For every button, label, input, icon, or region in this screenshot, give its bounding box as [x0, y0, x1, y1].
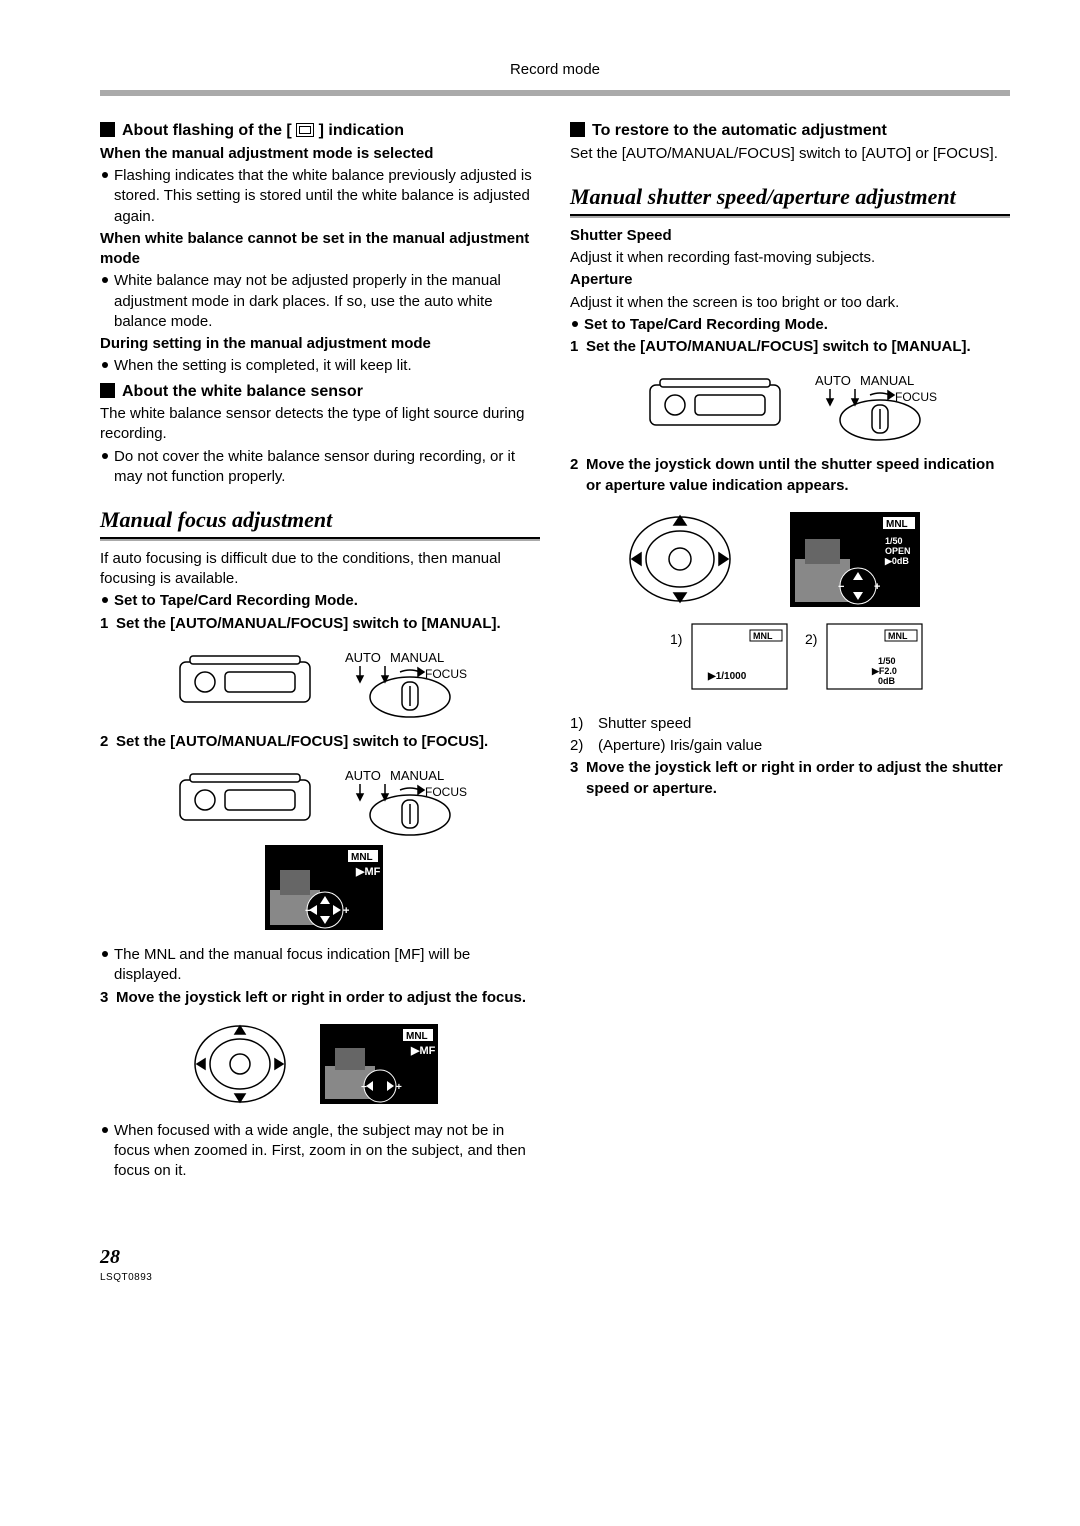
label-focus: FOCUS	[895, 390, 937, 404]
white-balance-icon	[296, 123, 314, 137]
bullet-bold: Set to Tape/Card Recording Mode.	[570, 315, 1010, 335]
subhead-wb-sensor: About the white balance sensor	[100, 381, 540, 403]
callout-2: 2)	[805, 631, 817, 647]
list-text: Shutter speed	[598, 715, 691, 732]
subhead-restore: To restore to the automatic adjustment	[570, 120, 1010, 142]
switch-diagram-2: AUTO MANUAL FOCUS MNL ▶MF	[170, 760, 470, 935]
step-number: 3	[570, 758, 578, 778]
joystick-callout-diagram: MNL 1/50 OPEN ▶0dB − + 1) MNL ▶1/1000 2)	[610, 504, 970, 704]
svg-text:−: −	[305, 905, 311, 917]
svg-text:+: +	[396, 1082, 402, 1093]
content-columns: About flashing of the [ ] indication Whe…	[100, 116, 1010, 1183]
step-text: Set the [AUTO/MANUAL/FOCUS] switch to [F…	[116, 733, 488, 750]
bullet-item: Do not cover the white balance sensor du…	[100, 447, 540, 488]
step-1: 1 Set the [AUTO/MANUAL/FOCUS] switch to …	[570, 337, 1010, 357]
bold-paragraph: During setting in the manual adjustment …	[100, 334, 540, 354]
screen-mf: ▶MF	[355, 866, 381, 878]
svg-text:−: −	[361, 1082, 367, 1093]
section-divider	[570, 214, 1010, 218]
screen-1-50: 1/50	[885, 536, 903, 546]
bold-paragraph: Aperture	[570, 270, 1010, 290]
bullet-item: When focused with a wide angle, the subj…	[100, 1121, 540, 1182]
step-number: 1	[570, 337, 578, 357]
screen-mnl: MNL	[351, 852, 373, 863]
screen-mnl: MNL	[753, 631, 773, 641]
paragraph: Adjust it when recording fast-moving sub…	[570, 248, 1010, 268]
svg-text:+: +	[874, 581, 880, 593]
svg-text:▶1/1000: ▶1/1000	[707, 671, 747, 682]
list-item: 1) Shutter speed	[570, 714, 1010, 734]
svg-text:▶MF: ▶MF	[410, 1045, 436, 1057]
step-number: 2	[100, 732, 108, 752]
step-2: 2 Set the [AUTO/MANUAL/FOCUS] switch to …	[100, 732, 540, 752]
left-column: About flashing of the [ ] indication Whe…	[100, 116, 540, 1183]
step-number: 1	[100, 614, 108, 634]
svg-text:▶F2.0: ▶F2.0	[871, 666, 897, 676]
step-text: Move the joystick left or right in order…	[116, 989, 526, 1006]
subhead-text-pre: About flashing of the [	[122, 122, 292, 139]
label-manual: MANUAL	[860, 373, 914, 388]
section-divider	[100, 537, 540, 541]
bullet-bold: Set to Tape/Card Recording Mode.	[100, 591, 540, 611]
screen-open: OPEN	[885, 546, 911, 556]
bold-paragraph: When white balance cannot be set in the …	[100, 229, 540, 270]
bold-paragraph: Shutter Speed	[570, 226, 1010, 246]
list-index: 1)	[570, 714, 583, 734]
section-title-focus: Manual focus adjustment	[100, 505, 540, 535]
subhead-text-post: ] indication	[319, 122, 404, 139]
document-id: LSQT0893	[100, 1271, 1010, 1285]
page-number: 28	[100, 1244, 1010, 1271]
svg-text:+: +	[343, 905, 349, 917]
callout-1: 1)	[670, 631, 682, 647]
svg-text:−: −	[838, 581, 844, 593]
label-auto: AUTO	[345, 650, 381, 665]
bullet-item: When the setting is completed, it will k…	[100, 356, 540, 376]
list-index: 2)	[570, 736, 583, 756]
switch-diagram-1: AUTO MANUAL FOCUS	[170, 642, 470, 722]
step-1: 1 Set the [AUTO/MANUAL/FOCUS] switch to …	[100, 614, 540, 634]
subhead-flashing: About flashing of the [ ] indication	[100, 120, 540, 142]
screen-mnl: MNL	[888, 631, 908, 641]
bullet-item: The MNL and the manual focus indication …	[100, 945, 540, 986]
step-text: Move the joystick down until the shutter…	[586, 456, 994, 493]
header-divider	[100, 90, 1010, 96]
section-title-shutter: Manual shutter speed/aperture adjustment	[570, 182, 1010, 212]
label-manual: MANUAL	[390, 768, 444, 783]
label-manual: MANUAL	[390, 650, 444, 665]
step-number: 3	[100, 988, 108, 1008]
bullet-item: Flashing indicates that the white balanc…	[100, 166, 540, 227]
joystick-screen-diagram: MNL ▶MF − +	[185, 1016, 455, 1111]
label-auto: AUTO	[815, 373, 851, 388]
label-focus: FOCUS	[425, 785, 467, 799]
step-number: 2	[570, 455, 578, 475]
label-auto: AUTO	[345, 768, 381, 783]
step-3: 3 Move the joystick left or right in ord…	[570, 758, 1010, 799]
bullet-item: White balance may not be adjusted proper…	[100, 271, 540, 332]
screen-ap1: 1/50	[878, 656, 896, 666]
step-text: Set the [AUTO/MANUAL/FOCUS] switch to [M…	[586, 338, 971, 355]
svg-text:▶0dB: ▶0dB	[884, 556, 909, 566]
page-category: Record mode	[100, 60, 1010, 80]
right-column: To restore to the automatic adjustment S…	[570, 116, 1010, 1183]
step-text: Set the [AUTO/MANUAL/FOCUS] switch to [M…	[116, 615, 501, 632]
switch-diagram-right: AUTO MANUAL FOCUS	[640, 365, 940, 445]
paragraph: Set the [AUTO/MANUAL/FOCUS] switch to [A…	[570, 144, 1010, 164]
label-focus: FOCUS	[425, 667, 467, 681]
bold-paragraph: When the manual adjustment mode is selec…	[100, 144, 540, 164]
step-3: 3 Move the joystick left or right in ord…	[100, 988, 540, 1008]
step-2: 2 Move the joystick down until the shutt…	[570, 455, 1010, 496]
list-text: (Aperture) Iris/gain value	[598, 737, 762, 754]
screen-ap3: 0dB	[878, 676, 896, 686]
screen-mnl: MNL	[886, 519, 908, 530]
paragraph: If auto focusing is difficult due to the…	[100, 549, 540, 590]
step-text: Move the joystick left or right in order…	[586, 759, 1003, 796]
screen-mnl: MNL	[406, 1031, 428, 1042]
paragraph: Adjust it when the screen is too bright …	[570, 293, 1010, 313]
paragraph: The white balance sensor detects the typ…	[100, 404, 540, 445]
list-item: 2) (Aperture) Iris/gain value	[570, 736, 1010, 756]
